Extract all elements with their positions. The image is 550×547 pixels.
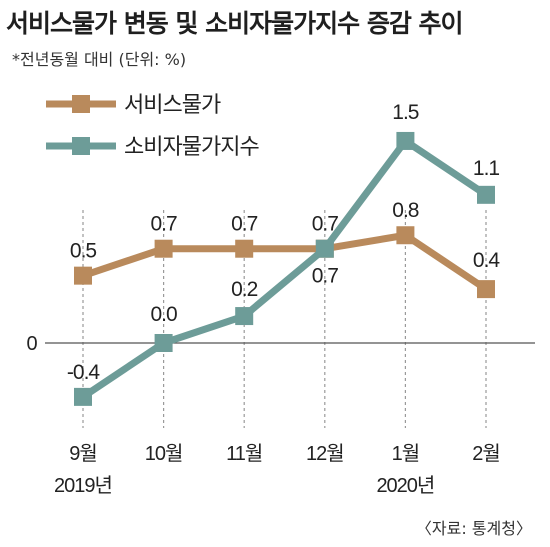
series-layer — [74, 131, 495, 406]
data-label: 1.5 — [392, 101, 419, 124]
chart-subtitle: *전년동월 대비 (단위: %) — [12, 50, 187, 69]
data-point-marker — [235, 307, 254, 326]
x-tick-label: 10월 — [145, 442, 183, 465]
data-point-marker — [396, 131, 415, 150]
data-label: 0.7 — [312, 213, 339, 236]
data-label: 0.5 — [70, 240, 97, 263]
data-point-marker — [315, 239, 334, 258]
data-point-marker — [235, 239, 254, 258]
data-label: 0.4 — [473, 249, 501, 272]
data-label: 0.0 — [150, 303, 177, 326]
x-tick-label: 2월 — [472, 442, 500, 465]
legend-label: 소비자물가지수 — [124, 134, 259, 159]
series-line — [81, 231, 488, 293]
year-label: 2020년 — [376, 474, 434, 497]
data-point-marker — [154, 334, 173, 352]
data-point-marker — [74, 387, 92, 406]
data-label: 0.7 — [312, 265, 339, 288]
data-label: 0.8 — [392, 199, 419, 222]
data-label: -0.4 — [67, 361, 101, 384]
x-tick-label: 11월 — [226, 442, 262, 465]
data-point-marker — [396, 226, 415, 245]
data-point-marker — [74, 266, 92, 285]
chart-title: 서비스물가 변동 및 소비자물가지수 증감 추이 — [6, 9, 464, 38]
data-label: 0.2 — [231, 278, 258, 301]
data-point-marker — [477, 185, 495, 204]
y-tick-label: 0 — [26, 333, 37, 355]
series-line — [81, 137, 488, 400]
grid-layer — [82, 210, 487, 428]
label-layer: 0.5 0.7 0.7 0.7 0.8 0.4 -0.4 0.0 0.2 0.7 1.5 1.1 — [67, 101, 502, 384]
legend-swatch-marker — [72, 137, 90, 155]
source-note: 〈자료: 통계청〉 — [415, 519, 532, 538]
data-point-marker — [477, 280, 495, 299]
data-label: 1.1 — [473, 157, 500, 180]
x-tick-label: 1월 — [392, 442, 420, 465]
data-point-marker — [154, 239, 173, 258]
data-label: 0.7 — [231, 213, 258, 236]
legend-label: 서비스물가 — [124, 92, 221, 117]
legend-swatch-marker — [72, 95, 90, 113]
x-tick-label: 9월 — [69, 442, 97, 465]
data-label: 0.7 — [150, 213, 177, 236]
axis-layer: 0 9월 2019년 10월 11월 12월 1월 2020년 2월 — [26, 333, 535, 497]
x-tick-label: 12월 — [306, 442, 344, 465]
year-label: 2019년 — [54, 474, 112, 497]
